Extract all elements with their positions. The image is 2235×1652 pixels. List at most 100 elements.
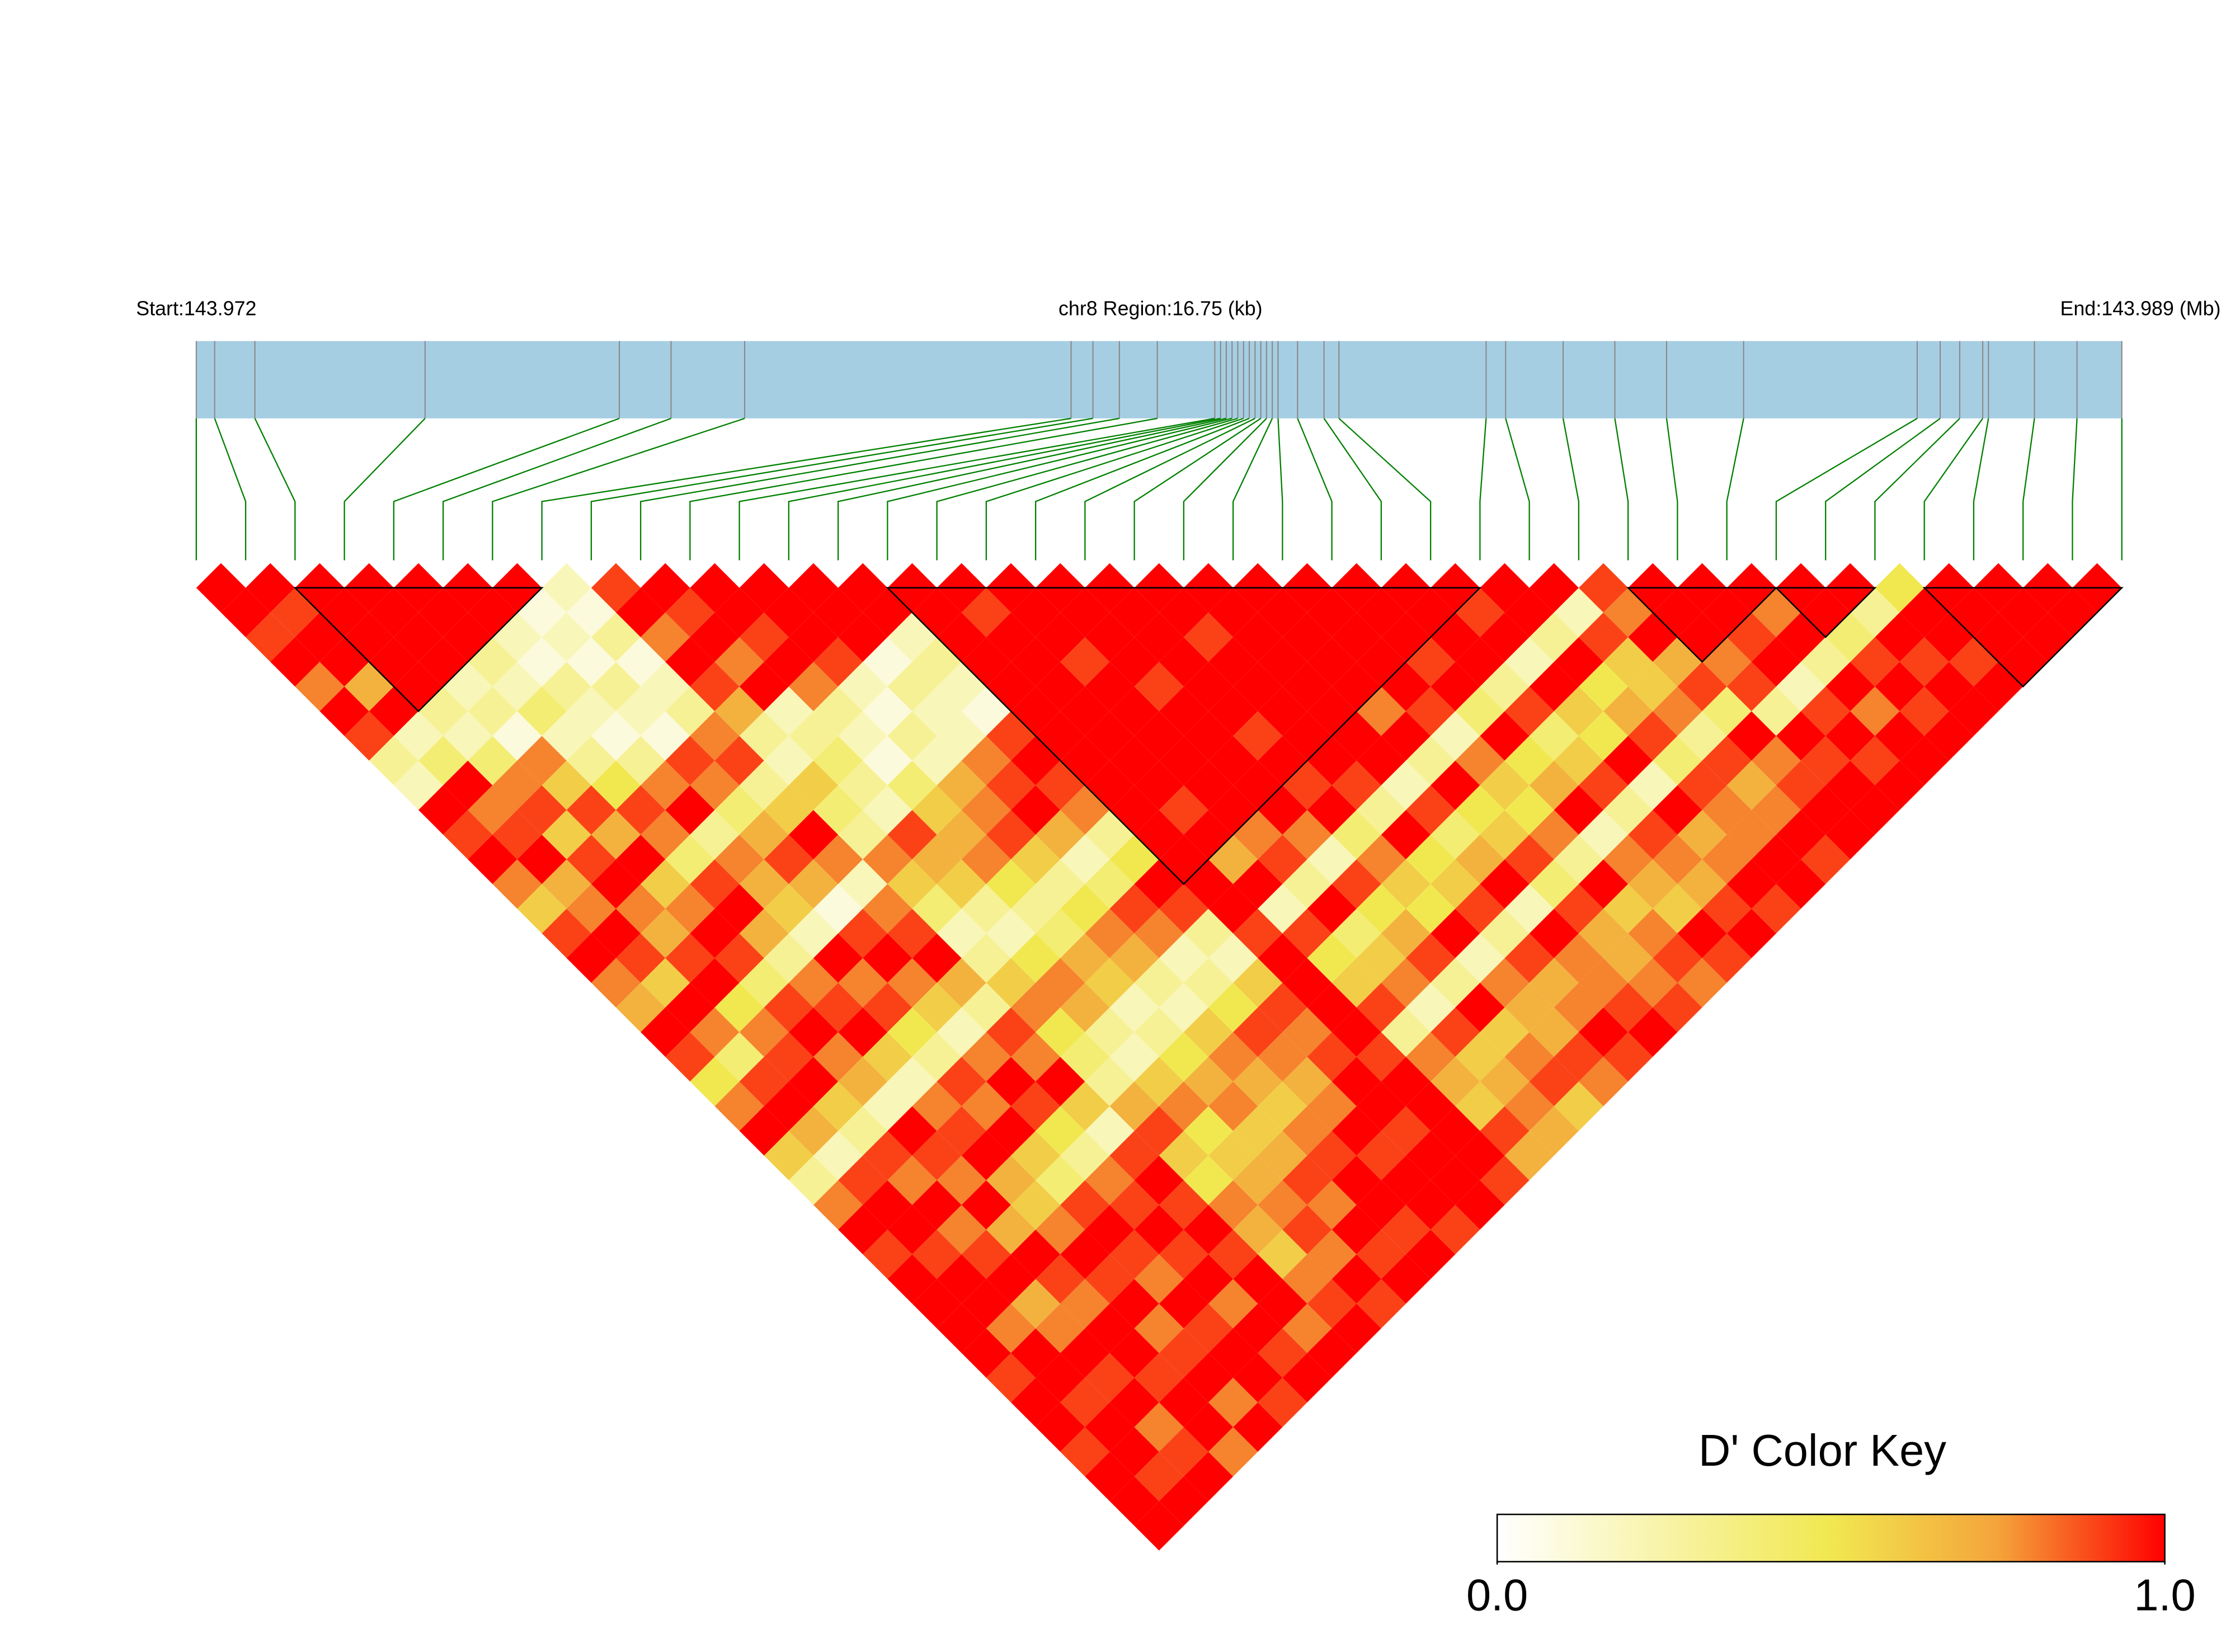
ld-cell bbox=[739, 711, 789, 761]
ld-cell bbox=[1702, 785, 1752, 835]
ld-cell bbox=[986, 809, 1036, 860]
ld-cell bbox=[1381, 809, 1431, 860]
ld-cell bbox=[1504, 982, 1554, 1032]
ld-cell bbox=[1011, 1229, 1061, 1279]
ld-cell bbox=[1331, 1106, 1381, 1156]
ld-cell bbox=[813, 1131, 863, 1180]
ld-cell bbox=[468, 785, 517, 835]
ld-cell bbox=[1554, 982, 1604, 1032]
ld-cell bbox=[665, 884, 715, 934]
ld-cell bbox=[690, 1007, 740, 1057]
ld-cell bbox=[863, 686, 912, 736]
ld-cell bbox=[1431, 809, 1480, 860]
ld-cell bbox=[961, 1328, 1011, 1378]
ld-cell bbox=[1011, 1279, 1061, 1329]
ld-cell bbox=[1431, 1155, 1480, 1205]
ld-cell bbox=[813, 637, 863, 687]
snp-connector bbox=[1323, 418, 1382, 561]
ld-cell bbox=[887, 1057, 937, 1107]
ld-cell bbox=[443, 711, 493, 761]
ld-cell bbox=[1183, 1353, 1234, 1402]
ld-cell bbox=[714, 637, 764, 687]
ld-cell bbox=[1282, 1303, 1332, 1353]
ld-cell bbox=[1628, 809, 1678, 860]
ld-cell bbox=[1529, 958, 1579, 1008]
ld-cell bbox=[1282, 760, 1332, 810]
ld-cell bbox=[690, 909, 740, 958]
ld-cell bbox=[1282, 1204, 1332, 1255]
ld-cell bbox=[1282, 711, 1332, 761]
ld-cell bbox=[1183, 760, 1234, 810]
snp-connector bbox=[1726, 418, 1744, 561]
ld-cell bbox=[1801, 686, 1851, 736]
ld-cell bbox=[1109, 587, 1159, 637]
ld-cell bbox=[1282, 958, 1332, 1008]
ld-cell bbox=[863, 587, 912, 637]
ld-cell bbox=[788, 760, 839, 810]
snp-connector bbox=[1562, 418, 1580, 561]
ld-cell bbox=[1036, 662, 1085, 712]
ld-cell bbox=[912, 1180, 962, 1230]
ld-cell bbox=[615, 982, 666, 1032]
ld-cell bbox=[986, 612, 1036, 662]
ld-cell bbox=[1751, 785, 1801, 835]
ld-cell bbox=[961, 884, 1011, 934]
ld-cell bbox=[1751, 884, 1801, 934]
ld-cell bbox=[690, 958, 740, 1008]
ld-cell bbox=[1924, 612, 1974, 662]
ld-cell bbox=[542, 809, 591, 860]
ld-cell bbox=[961, 1131, 1011, 1180]
ld-cell bbox=[1702, 834, 1752, 884]
ld-cell bbox=[1085, 1007, 1135, 1057]
snp-connector bbox=[2022, 418, 2035, 561]
ld-cell bbox=[1109, 637, 1159, 687]
ld-cell bbox=[986, 711, 1036, 761]
ld-cell bbox=[1578, 909, 1629, 958]
ld-cell bbox=[542, 612, 591, 662]
ld-cell bbox=[912, 1279, 962, 1329]
ld-cell bbox=[517, 686, 567, 736]
ld-cell bbox=[591, 909, 641, 958]
ld-cell bbox=[1331, 1057, 1381, 1107]
ld-cell bbox=[1109, 1328, 1159, 1378]
ld-cell bbox=[591, 809, 641, 860]
ld-cell bbox=[1233, 1402, 1283, 1452]
ld-cell bbox=[1949, 686, 1999, 736]
ld-cell bbox=[1751, 637, 1801, 687]
ld-cell bbox=[1628, 909, 1678, 958]
ld-cell bbox=[393, 760, 444, 810]
ld-cell bbox=[961, 933, 1011, 983]
snp-connector bbox=[1923, 418, 1983, 561]
ld-cell bbox=[1109, 1377, 1159, 1427]
ld-cell bbox=[1628, 711, 1678, 761]
ld-cell bbox=[1282, 859, 1332, 909]
ld-cell bbox=[788, 1057, 839, 1107]
ld-cell bbox=[1282, 1155, 1332, 1205]
ld-cell bbox=[1060, 1229, 1110, 1279]
ld-cell bbox=[566, 637, 616, 687]
ld-cell bbox=[591, 563, 641, 613]
start-label: Start:143.972 bbox=[136, 298, 256, 320]
ld-cell bbox=[1159, 1328, 1209, 1378]
ld-cell bbox=[1331, 1303, 1381, 1353]
ld-cell bbox=[1282, 612, 1332, 662]
ld-cell bbox=[1233, 662, 1283, 712]
ld-cell bbox=[1529, 809, 1579, 860]
ld-cell bbox=[1331, 958, 1381, 1008]
ld-cell bbox=[517, 884, 567, 934]
ld-cell bbox=[1356, 1180, 1406, 1230]
ld-cell bbox=[863, 1032, 912, 1082]
ld-cell bbox=[690, 760, 740, 810]
ld-cell bbox=[615, 884, 666, 934]
ld-cell bbox=[196, 563, 246, 613]
ld-cell bbox=[788, 1007, 839, 1057]
ld-cell bbox=[1801, 637, 1851, 687]
ld-cell bbox=[665, 933, 715, 983]
ld-cell bbox=[788, 612, 839, 662]
snp-connector bbox=[1505, 418, 1530, 561]
ld-cell bbox=[566, 933, 616, 983]
ld-cell bbox=[468, 834, 517, 884]
snp-connector bbox=[214, 418, 247, 561]
ld-cell bbox=[1036, 1007, 1085, 1057]
